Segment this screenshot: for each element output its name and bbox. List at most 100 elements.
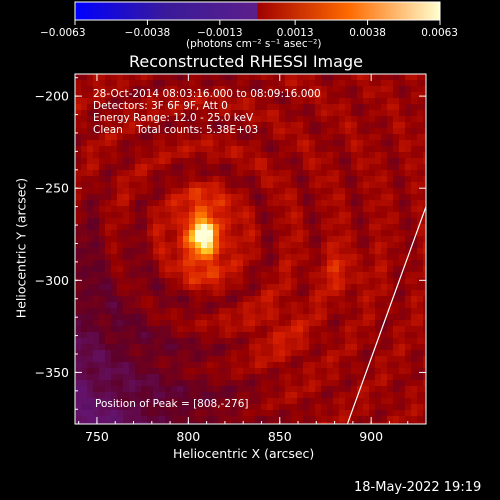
heatmap-cell [177,110,184,117]
heatmap-cell [213,260,220,267]
heatmap-cell [147,326,154,333]
solar-limb-line [346,206,426,424]
heatmap-cell [309,404,316,411]
heatmap-cell [75,224,82,231]
heatmap-cell [303,230,310,237]
heatmap-cell [417,296,424,303]
heatmap-cell [393,248,400,255]
heatmap-cell [219,404,226,411]
heatmap-cell [75,272,82,279]
heatmap-cell [141,410,148,417]
heatmap-cell [87,296,94,303]
heatmap-cell [159,338,166,345]
heatmap-cell [165,194,172,201]
heatmap-cell [207,98,214,105]
heatmap-cell [87,362,94,369]
heatmap-cell [267,266,274,273]
heatmap-cell [237,182,244,189]
heatmap-cell [225,380,232,387]
heatmap-cell [99,104,106,111]
heatmap-cell [423,80,426,87]
heatmap-cell [165,422,172,424]
heatmap-cell [381,188,388,195]
heatmap-cell [291,224,298,231]
heatmap-cell [285,278,292,285]
heatmap-cell [393,290,400,297]
heatmap-cell [117,164,124,171]
heatmap-cell [159,362,166,369]
heatmap-cell [237,200,244,207]
heatmap-cell [333,200,340,207]
heatmap-cell [297,188,304,195]
heatmap-cell [387,182,394,189]
heatmap-cell [387,86,394,93]
heatmap-cell [255,302,262,309]
heatmap-cell [213,266,220,273]
heatmap-cell [231,266,238,273]
heatmap-cell [231,110,238,117]
heatmap-cell [393,344,400,351]
heatmap-cell [183,272,190,279]
heatmap-cell [261,128,268,135]
heatmap-cell [291,332,298,339]
heatmap-cell [321,356,328,363]
heatmap-cell [147,350,154,357]
heatmap-cell [87,236,94,243]
heatmap-cell [219,146,226,153]
heatmap-cell [159,182,166,189]
heatmap-cell [207,248,214,255]
heatmap-cell [285,314,292,321]
heatmap-cell [105,158,112,165]
heatmap-cell [177,362,184,369]
heatmap-cell [243,422,250,424]
heatmap-cell [141,158,148,165]
heatmap-cell [177,170,184,177]
heatmap-cell [297,212,304,219]
heatmap-cell [183,320,190,327]
heatmap-cell [321,176,328,183]
heatmap-cell [231,344,238,351]
heatmap-cell [225,356,232,363]
heatmap-cell [201,398,208,405]
heatmap-cell [393,98,400,105]
heatmap-cell [399,362,406,369]
heatmap-cell [177,98,184,105]
heatmap-cell [177,386,184,393]
heatmap-cell [291,308,298,315]
heatmap-cell [291,392,298,399]
heatmap-cell [261,296,268,303]
heatmap-cell [231,302,238,309]
heatmap-cell [165,74,172,81]
heatmap-cell [393,104,400,111]
heatmap-cell [279,128,286,135]
heatmap-cell [237,392,244,399]
heatmap-cell [411,110,418,117]
heatmap-cell [81,320,88,327]
heatmap-cell [399,272,406,279]
heatmap-cell [201,350,208,357]
heatmap-cell [111,188,118,195]
heatmap-cell [327,326,334,333]
heatmap-cell [381,128,388,135]
heatmap-cell [381,416,388,423]
heatmap-cell [171,392,178,399]
heatmap-cell [183,236,190,243]
heatmap-cell [375,92,382,99]
heatmap-cell [333,152,340,159]
heatmap-cell [183,200,190,207]
heatmap-cell [351,380,358,387]
heatmap-cell [135,332,142,339]
heatmap-cell [105,326,112,333]
heatmap-cell [99,410,106,417]
heatmap-cell [81,164,88,171]
heatmap-cell [393,200,400,207]
heatmap-cell [273,392,280,399]
heatmap-cell [111,86,118,93]
heatmap-cell [87,146,94,153]
heatmap-cell [183,218,190,225]
heatmap-cell [285,254,292,261]
heatmap-cell [213,188,220,195]
heatmap-cell [75,236,82,243]
heatmap-cell [411,146,418,153]
heatmap-cell [153,230,160,237]
